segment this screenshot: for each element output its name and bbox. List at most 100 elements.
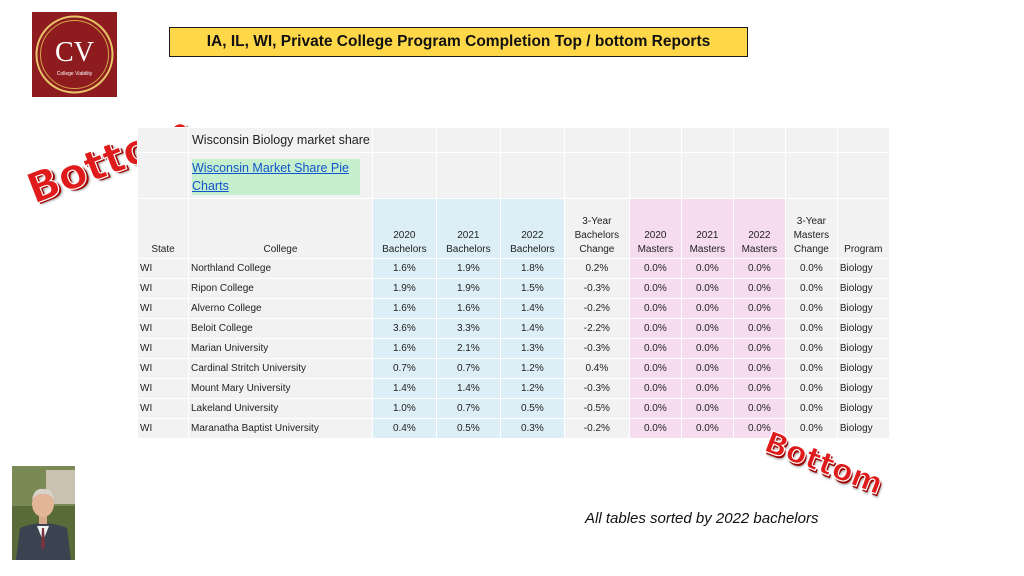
presenter-photo bbox=[12, 466, 75, 560]
logo-caption: College Viability bbox=[57, 71, 93, 77]
college-cell: Mount Mary University bbox=[188, 378, 373, 399]
masters-change-cell: 0.0% bbox=[784, 398, 838, 419]
masters-2022-cell: 0.0% bbox=[732, 298, 786, 319]
header-2021-masters: 2021 Masters bbox=[680, 198, 734, 259]
masters-change-cell: 0.0% bbox=[784, 318, 838, 339]
sort-note: All tables sorted by 2022 bachelors bbox=[585, 510, 819, 527]
masters-change-cell: 0.0% bbox=[784, 358, 838, 379]
masters-2021-cell: 0.0% bbox=[680, 338, 734, 359]
masters-2022-cell: 0.0% bbox=[732, 358, 786, 379]
header-3-year-bachelors-change: 3-Year Bachelors Change bbox=[563, 198, 630, 259]
masters-2021-cell: 0.0% bbox=[680, 358, 734, 379]
bachelors-2022-cell: 0.3% bbox=[499, 418, 565, 439]
program-cell: Biology bbox=[836, 278, 890, 299]
masters-2022-cell: 0.0% bbox=[732, 378, 786, 399]
masters-2020-cell: 0.0% bbox=[628, 318, 682, 339]
bachelors-2020-cell: 1.0% bbox=[371, 398, 437, 419]
market-share-table: Wisconsin Biology market share Wisconsin… bbox=[137, 127, 890, 439]
masters-2021-cell: 0.0% bbox=[680, 258, 734, 279]
state-cell: WI bbox=[137, 318, 189, 339]
bachelors-2021-cell: 0.7% bbox=[435, 398, 501, 419]
table-row: WI Northland College 1.6% 1.9% 1.8% 0.2% 0.0% 0… bbox=[137, 258, 890, 279]
masters-2021-cell: 0.0% bbox=[680, 398, 734, 419]
program-cell: Biology bbox=[836, 258, 890, 279]
state-cell: WI bbox=[137, 278, 189, 299]
program-cell: Biology bbox=[836, 338, 890, 359]
table-title: Wisconsin Biology market share bbox=[188, 127, 373, 153]
logo-monogram: CV bbox=[55, 37, 94, 68]
program-cell: Biology bbox=[836, 418, 890, 439]
header-2022-masters: 2022 Masters bbox=[732, 198, 786, 259]
bachelors-change-cell: -0.3% bbox=[563, 378, 630, 399]
college-cell: Ripon College bbox=[188, 278, 373, 299]
college-cell: Maranatha Baptist University bbox=[188, 418, 373, 439]
bachelors-2021-cell: 1.4% bbox=[435, 378, 501, 399]
table-row: WI Maranatha Baptist University 0.4% 0.5% 0.… bbox=[137, 418, 890, 439]
bachelors-2022-cell: 1.2% bbox=[499, 378, 565, 399]
masters-2022-cell: 0.0% bbox=[732, 398, 786, 419]
masters-2020-cell: 0.0% bbox=[628, 358, 682, 379]
page-title: IA, IL, WI, Private College Program Comp… bbox=[169, 27, 748, 57]
masters-change-cell: 0.0% bbox=[784, 378, 838, 399]
masters-2020-cell: 0.0% bbox=[628, 298, 682, 319]
table-row: WI Ripon College 1.9% 1.9% 1.5% -0.3% 0.0% 0.0%… bbox=[137, 278, 890, 299]
bachelors-2021-cell: 0.7% bbox=[435, 358, 501, 379]
masters-2021-cell: 0.0% bbox=[680, 378, 734, 399]
header-2020-masters: 2020 Masters bbox=[628, 198, 682, 259]
table-row: WI Mount Mary University 1.4% 1.4% 1.2% -0.3%… bbox=[137, 378, 890, 399]
table-row: WI Cardinal Stritch University 0.7% 0.7% 1.2… bbox=[137, 358, 890, 379]
bachelors-change-cell: -0.3% bbox=[563, 338, 630, 359]
bachelors-2020-cell: 1.6% bbox=[371, 298, 437, 319]
bachelors-2020-cell: 1.4% bbox=[371, 378, 437, 399]
table-header-row: State College 2020 Bachelors 2021 Bachel… bbox=[137, 198, 890, 259]
header-2022-bachelors: 2022 Bachelors bbox=[499, 198, 565, 259]
bachelors-2020-cell: 1.9% bbox=[371, 278, 437, 299]
masters-2022-cell: 0.0% bbox=[732, 318, 786, 339]
masters-2021-cell: 0.0% bbox=[680, 278, 734, 299]
masters-2020-cell: 0.0% bbox=[628, 418, 682, 439]
bachelors-2022-cell: 1.8% bbox=[499, 258, 565, 279]
bachelors-2020-cell: 1.6% bbox=[371, 258, 437, 279]
state-cell: WI bbox=[137, 338, 189, 359]
program-cell: Biology bbox=[836, 398, 890, 419]
college-cell: Marian University bbox=[188, 338, 373, 359]
masters-2022-cell: 0.0% bbox=[732, 278, 786, 299]
bachelors-change-cell: 0.2% bbox=[563, 258, 630, 279]
state-cell: WI bbox=[137, 298, 189, 319]
college-cell: Northland College bbox=[188, 258, 373, 279]
bachelors-2020-cell: 1.6% bbox=[371, 338, 437, 359]
bachelors-change-cell: -0.5% bbox=[563, 398, 630, 419]
bachelors-2021-cell: 3.3% bbox=[435, 318, 501, 339]
market-share-pie-charts-link[interactable]: Wisconsin Market Share Pie Charts bbox=[192, 159, 360, 195]
college-viability-logo: CV College Viability bbox=[32, 12, 117, 97]
program-cell: Biology bbox=[836, 318, 890, 339]
bachelors-2021-cell: 1.9% bbox=[435, 258, 501, 279]
bachelors-2022-cell: 1.2% bbox=[499, 358, 565, 379]
state-cell: WI bbox=[137, 418, 189, 439]
college-cell: Beloit College bbox=[188, 318, 373, 339]
bachelors-2022-cell: 0.5% bbox=[499, 398, 565, 419]
masters-2020-cell: 0.0% bbox=[628, 398, 682, 419]
bachelors-2022-cell: 1.4% bbox=[499, 318, 565, 339]
header-2020-bachelors: 2020 Bachelors bbox=[371, 198, 437, 259]
bachelors-2022-cell: 1.4% bbox=[499, 298, 565, 319]
bachelors-2020-cell: 0.7% bbox=[371, 358, 437, 379]
table-title-row: Wisconsin Biology market share bbox=[137, 127, 890, 153]
state-cell: WI bbox=[137, 398, 189, 419]
bachelors-2021-cell: 1.6% bbox=[435, 298, 501, 319]
program-cell: Biology bbox=[836, 378, 890, 399]
page-title-text: IA, IL, WI, Private College Program Comp… bbox=[206, 33, 711, 50]
header-state: State bbox=[137, 198, 189, 259]
bachelors-2022-cell: 1.5% bbox=[499, 278, 565, 299]
bachelors-2021-cell: 1.9% bbox=[435, 278, 501, 299]
table-row: WI Marian University 1.6% 2.1% 1.3% -0.3% 0.0%… bbox=[137, 338, 890, 359]
state-cell: WI bbox=[137, 378, 189, 399]
program-cell: Biology bbox=[836, 358, 890, 379]
masters-2020-cell: 0.0% bbox=[628, 338, 682, 359]
masters-2022-cell: 0.0% bbox=[732, 258, 786, 279]
state-cell: WI bbox=[137, 258, 189, 279]
bachelors-2020-cell: 3.6% bbox=[371, 318, 437, 339]
bachelors-change-cell: -0.3% bbox=[563, 278, 630, 299]
bachelors-2021-cell: 0.5% bbox=[435, 418, 501, 439]
bachelors-change-cell: 0.4% bbox=[563, 358, 630, 379]
